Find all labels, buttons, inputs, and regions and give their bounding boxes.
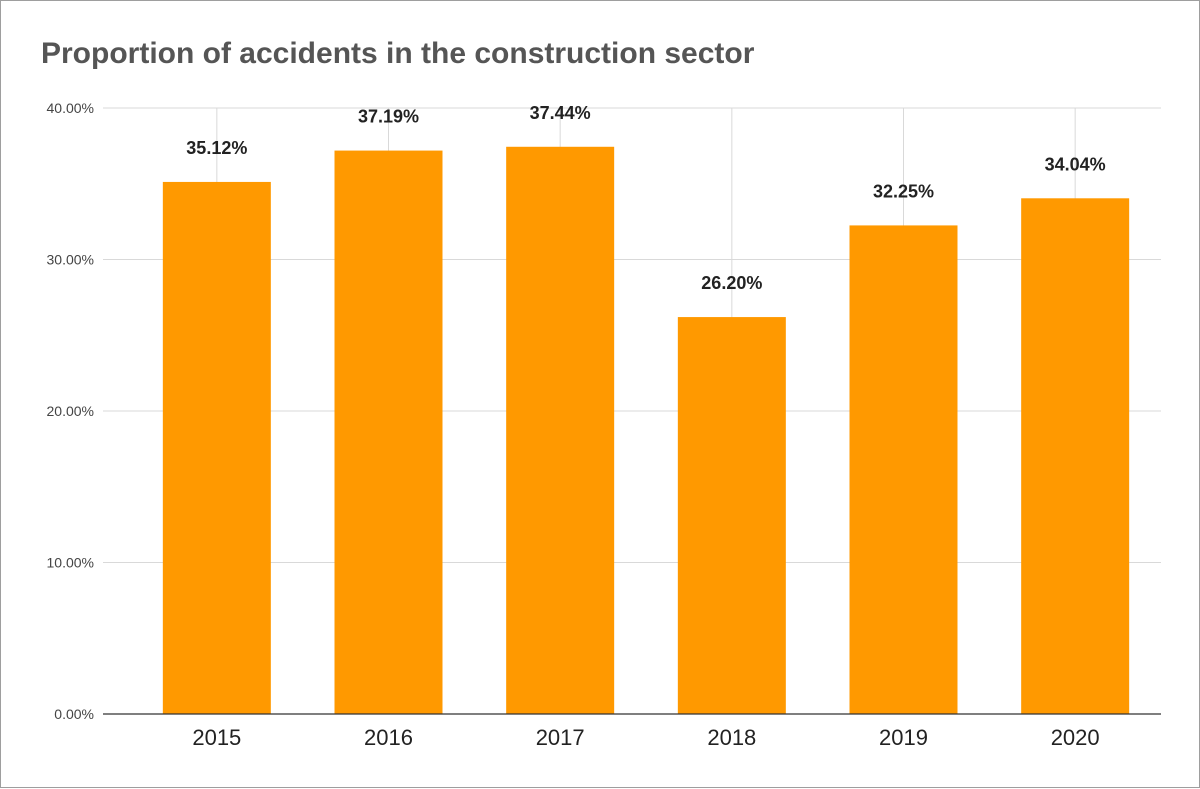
data-label: 37.19% — [358, 107, 419, 127]
data-label: 26.20% — [701, 273, 762, 293]
bar-2018 — [677, 317, 786, 714]
axes: 0.00% 10.00% 20.00% 30.00% 40.00% 2015 2016 201… — [47, 100, 1161, 750]
y-tick-label: 30.00% — [47, 252, 94, 268]
bar-2017 — [506, 146, 615, 714]
x-tick-label: 2015 — [192, 725, 241, 750]
data-label: 34.04% — [1045, 154, 1106, 174]
bar-2016 — [334, 150, 443, 714]
y-tick-label: 10.00% — [47, 555, 94, 571]
y-tick-label: 0.00% — [54, 706, 94, 722]
x-tick-label: 2018 — [707, 725, 756, 750]
x-tick-label: 2016 — [364, 725, 413, 750]
x-tick-label: 2017 — [536, 725, 585, 750]
chart-title: Proportion of accidents in the construct… — [41, 37, 755, 70]
bar-2019 — [849, 225, 958, 714]
data-label: 32.25% — [873, 181, 934, 201]
data-label: 37.44% — [530, 103, 591, 123]
y-tick-label: 20.00% — [47, 403, 94, 419]
data-labels: 35.12% 37.19% 37.44% 26.20% 32.25% 34.04% — [186, 103, 1105, 293]
data-label: 35.12% — [186, 138, 247, 158]
x-tick-label: 2020 — [1051, 725, 1100, 750]
bars — [162, 146, 1130, 714]
x-tick-label: 2019 — [879, 725, 928, 750]
bar-2015 — [162, 181, 271, 714]
y-tick-label: 40.00% — [47, 100, 94, 116]
bar-2020 — [1021, 198, 1130, 714]
